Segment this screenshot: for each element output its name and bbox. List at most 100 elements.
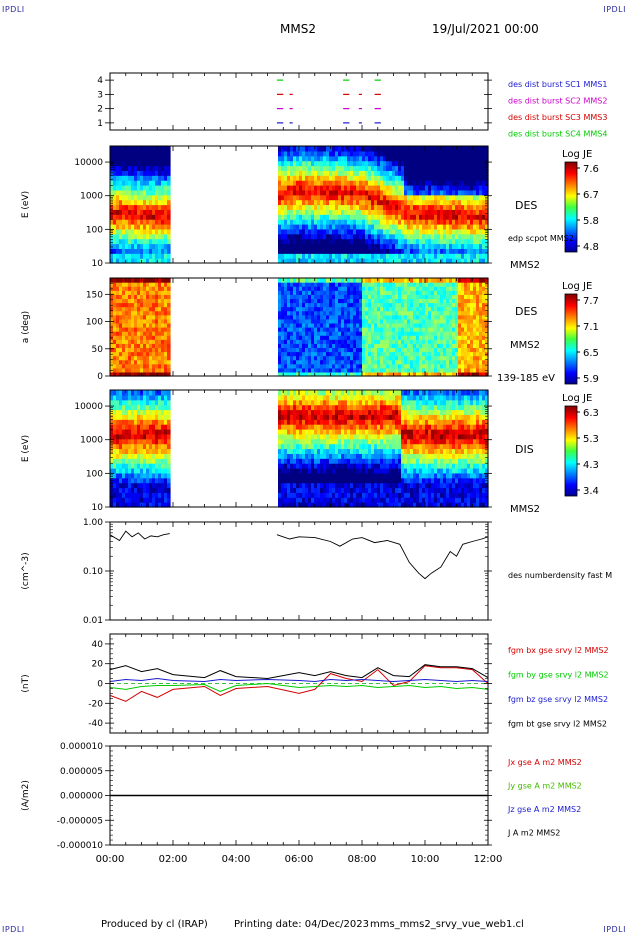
spectrogram-cell <box>296 472 300 479</box>
spectrogram-cell <box>344 294 348 300</box>
spectrogram-cell <box>167 390 171 396</box>
spectrogram-cell <box>296 487 300 493</box>
spectrogram-cell <box>137 448 141 454</box>
spectrogram-cell <box>299 185 303 191</box>
spectrogram-cell <box>419 339 423 344</box>
spectrogram-cell <box>320 318 324 324</box>
spectrogram-cell <box>134 371 138 377</box>
spectrogram-cell <box>110 209 114 215</box>
spectrogram-cell <box>122 468 126 474</box>
spectrogram-cell <box>449 310 453 316</box>
spectrogram-cell <box>131 335 135 340</box>
spectrogram-cell <box>401 194 405 201</box>
spectrogram-cell <box>317 233 321 240</box>
spectrogram-cell <box>341 146 345 152</box>
spectrogram-cell <box>125 204 129 210</box>
spectrogram-cell <box>140 448 144 454</box>
spectrogram-cell <box>137 492 141 498</box>
spectrogram-cell <box>287 463 291 469</box>
spectrogram-cell <box>371 310 375 316</box>
spectrogram-cell <box>332 170 336 176</box>
spectrogram-cell <box>443 185 447 191</box>
spectrogram-cell <box>407 355 411 361</box>
spectrogram-cell <box>137 219 141 225</box>
spectrogram-cell <box>158 189 162 196</box>
spectrogram-cell <box>152 477 156 484</box>
spectrogram-cell <box>299 322 303 328</box>
spectrogram-cell <box>422 189 426 196</box>
spectrogram-cell <box>350 155 354 162</box>
spectrogram-cell <box>464 248 468 254</box>
spectrogram-cell <box>149 318 153 324</box>
spectrogram-cell <box>464 343 468 349</box>
spectrogram-cell <box>290 409 294 415</box>
spectrogram-cell <box>326 318 330 324</box>
spectrogram-cell <box>125 339 129 344</box>
spectrogram-cell <box>314 302 318 308</box>
spectrogram-cell <box>392 363 396 369</box>
spectrogram-cell <box>128 419 132 425</box>
spectrogram-cell <box>482 219 486 225</box>
spectrogram-cell <box>377 214 381 220</box>
spectrogram-cell <box>395 175 399 181</box>
spectrogram-cell <box>476 224 480 230</box>
spectrogram-cell <box>158 278 162 283</box>
spectrogram-cell <box>155 314 159 320</box>
spectrogram-cell <box>161 327 165 332</box>
spectrogram-cell <box>287 492 291 498</box>
spectrogram-cell <box>383 278 387 283</box>
spectrogram-cell <box>137 399 141 406</box>
spectrogram-cell <box>278 347 282 353</box>
spectrogram-cell <box>314 150 318 157</box>
spectrogram-cell <box>308 248 312 254</box>
spectrogram-cell <box>344 302 348 308</box>
spectrogram-cell <box>281 492 285 498</box>
spectrogram-cell <box>479 238 483 245</box>
spectrogram-cell <box>449 343 453 349</box>
spectrogram-cell <box>422 286 426 291</box>
spectrogram-cell <box>479 371 483 377</box>
spectrogram-cell <box>347 322 351 328</box>
spectrogram-cell <box>377 248 381 254</box>
spectrogram-cell <box>392 219 396 225</box>
spectrogram-cell <box>458 314 462 320</box>
spectrogram-cell <box>332 314 336 320</box>
spectrogram-cell <box>353 219 357 225</box>
spectrogram-cell <box>419 306 423 312</box>
spectrogram-cell <box>359 199 363 206</box>
spectrogram-cell <box>161 248 165 254</box>
spectrogram-cell <box>281 404 285 411</box>
spectrogram-cell <box>341 219 345 225</box>
spectrogram-cell <box>398 327 402 332</box>
spectrogram-cell <box>437 146 441 152</box>
spectrogram-cell <box>167 492 171 498</box>
spectrogram-cell <box>320 248 324 254</box>
spectrogram-cell <box>425 339 429 344</box>
spectrogram-cell <box>374 359 378 365</box>
spectrogram-cell <box>443 258 447 264</box>
spectrogram-cell <box>479 367 483 373</box>
spectrogram-cell <box>458 189 462 196</box>
spectrogram-cell <box>290 214 294 220</box>
spectrogram-cell <box>128 399 132 406</box>
spectrogram-cell <box>167 214 171 220</box>
spectrogram-cell <box>362 199 366 206</box>
spectrogram-cell <box>440 367 444 373</box>
spectrogram-cell <box>425 282 429 287</box>
spectrogram-cell <box>476 278 480 283</box>
spectrogram-cell <box>116 487 120 493</box>
spectrogram-cell <box>320 322 324 328</box>
spectrogram-cell <box>434 322 438 328</box>
spectrogram-cell <box>422 238 426 245</box>
spectrogram-cell <box>380 233 384 240</box>
spectrogram-cell <box>476 214 480 220</box>
spectrogram-cell <box>308 146 312 152</box>
spectrogram-cell <box>302 219 306 225</box>
spectrogram-cell <box>458 343 462 349</box>
spectrogram-cell <box>287 209 291 215</box>
spectrogram-cell <box>284 351 288 357</box>
spectrogram-cell <box>140 335 144 340</box>
spectrogram-cell <box>389 298 393 304</box>
spectrogram-cell <box>383 175 387 181</box>
spectrogram-cell <box>455 233 459 240</box>
